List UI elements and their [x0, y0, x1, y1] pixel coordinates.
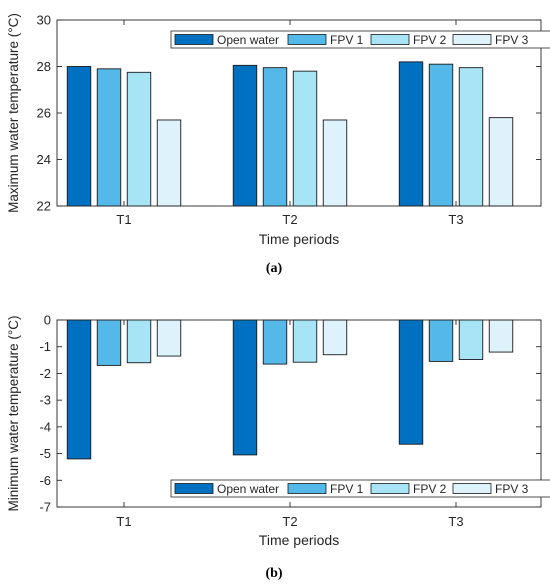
y-axis-title: Minimum water temperature (°C) [6, 316, 21, 512]
bar-fpv-2-t3 [458, 67, 484, 207]
y-tick-label: 22 [37, 199, 51, 214]
y-tick-label: -7 [39, 500, 51, 515]
bar-fpv-2-t1 [126, 71, 152, 207]
bar-open-water-t3 [398, 319, 424, 445]
bar-fpv-1-t2 [262, 319, 288, 365]
legend-swatch-fpv-3 [452, 483, 492, 494]
legend-swatch-open-water [174, 34, 214, 45]
bar-fpv-3-t2 [322, 319, 348, 356]
y-tick-label: 28 [37, 59, 51, 74]
x-axis-title: Time periods [259, 231, 339, 247]
bar-open-water-t1 [66, 66, 92, 207]
legend-swatch-fpv-3 [452, 34, 492, 45]
bar-fpv-2-t2 [292, 70, 318, 207]
x-tick-label: T2 [282, 514, 297, 529]
y-tick-label: 0 [44, 313, 51, 328]
x-tick-label: T1 [116, 514, 131, 529]
y-tick-label: 30 [37, 13, 51, 28]
x-tick-label: T3 [448, 514, 463, 529]
legend-label: FPV 3 [495, 33, 529, 47]
legend-label: FPV 1 [330, 33, 364, 47]
bar-fpv-1-t3 [428, 319, 454, 362]
legend-swatch-fpv-2 [370, 34, 410, 45]
y-tick-label: 24 [37, 152, 51, 167]
y-tick-label: -2 [39, 366, 51, 381]
bar-open-water-t2 [232, 319, 258, 456]
y-tick-label: -5 [39, 446, 51, 461]
bar-open-water-t3 [398, 61, 424, 207]
legend-label: FPV 2 [413, 33, 447, 47]
bar-fpv-3-t1 [156, 119, 182, 207]
y-tick-label: 26 [37, 106, 51, 121]
legend-label: FPV 1 [330, 482, 364, 496]
y-tick-label: -3 [39, 393, 51, 408]
legend-label: Open water [217, 482, 279, 496]
bar-fpv-3-t3 [488, 319, 514, 353]
panel-caption: (a) [266, 261, 283, 276]
chart-panel-b: -7 -6 -5 -4 -3 -2 -1 0 T1 T2 T3 Time periods Minimum… [6, 313, 550, 581]
y-axis-title: Maximum water temperature (°C) [6, 13, 21, 213]
bar-fpv-2-t3 [458, 319, 484, 360]
bar-fpv-3-t3 [488, 117, 514, 207]
legend: Open water FPV 1 FPV 2 FPV 3 [170, 479, 550, 498]
bar-fpv-1-t2 [262, 67, 288, 207]
bar-fpv-3-t2 [322, 119, 348, 207]
legend-swatch-fpv-1 [287, 483, 327, 494]
legend-swatch-fpv-1 [287, 34, 327, 45]
x-tick-label: T3 [448, 212, 463, 227]
bar-fpv-1-t1 [96, 68, 122, 207]
legend-label: FPV 3 [495, 482, 529, 496]
bar-fpv-1-t1 [96, 319, 122, 366]
legend-label: FPV 2 [413, 482, 447, 496]
bar-open-water-t1 [66, 319, 92, 460]
y-tick-label: -1 [39, 339, 51, 354]
chart-panel-a: 22 24 26 28 30 T1 T2 T3 Time periods Maximum wate… [6, 13, 550, 276]
axes-frame [56, 319, 542, 508]
legend: Open water FPV 1 FPV 2 FPV 3 [170, 30, 550, 49]
x-axis-title: Time periods [259, 532, 339, 548]
legend-swatch-open-water [174, 483, 214, 494]
x-tick-label: T2 [282, 212, 297, 227]
y-tick-label: -4 [39, 419, 51, 434]
x-tick-label: T1 [116, 212, 131, 227]
legend-label: Open water [217, 33, 279, 47]
bar-fpv-2-t1 [126, 319, 152, 364]
bar-fpv-3-t1 [156, 319, 182, 357]
bar-open-water-t2 [232, 64, 258, 207]
bar-fpv-1-t3 [428, 63, 454, 207]
legend-swatch-fpv-2 [370, 483, 410, 494]
bar-fpv-2-t2 [292, 319, 318, 363]
y-tick-label: -6 [39, 473, 51, 488]
panel-caption: (b) [265, 566, 282, 581]
